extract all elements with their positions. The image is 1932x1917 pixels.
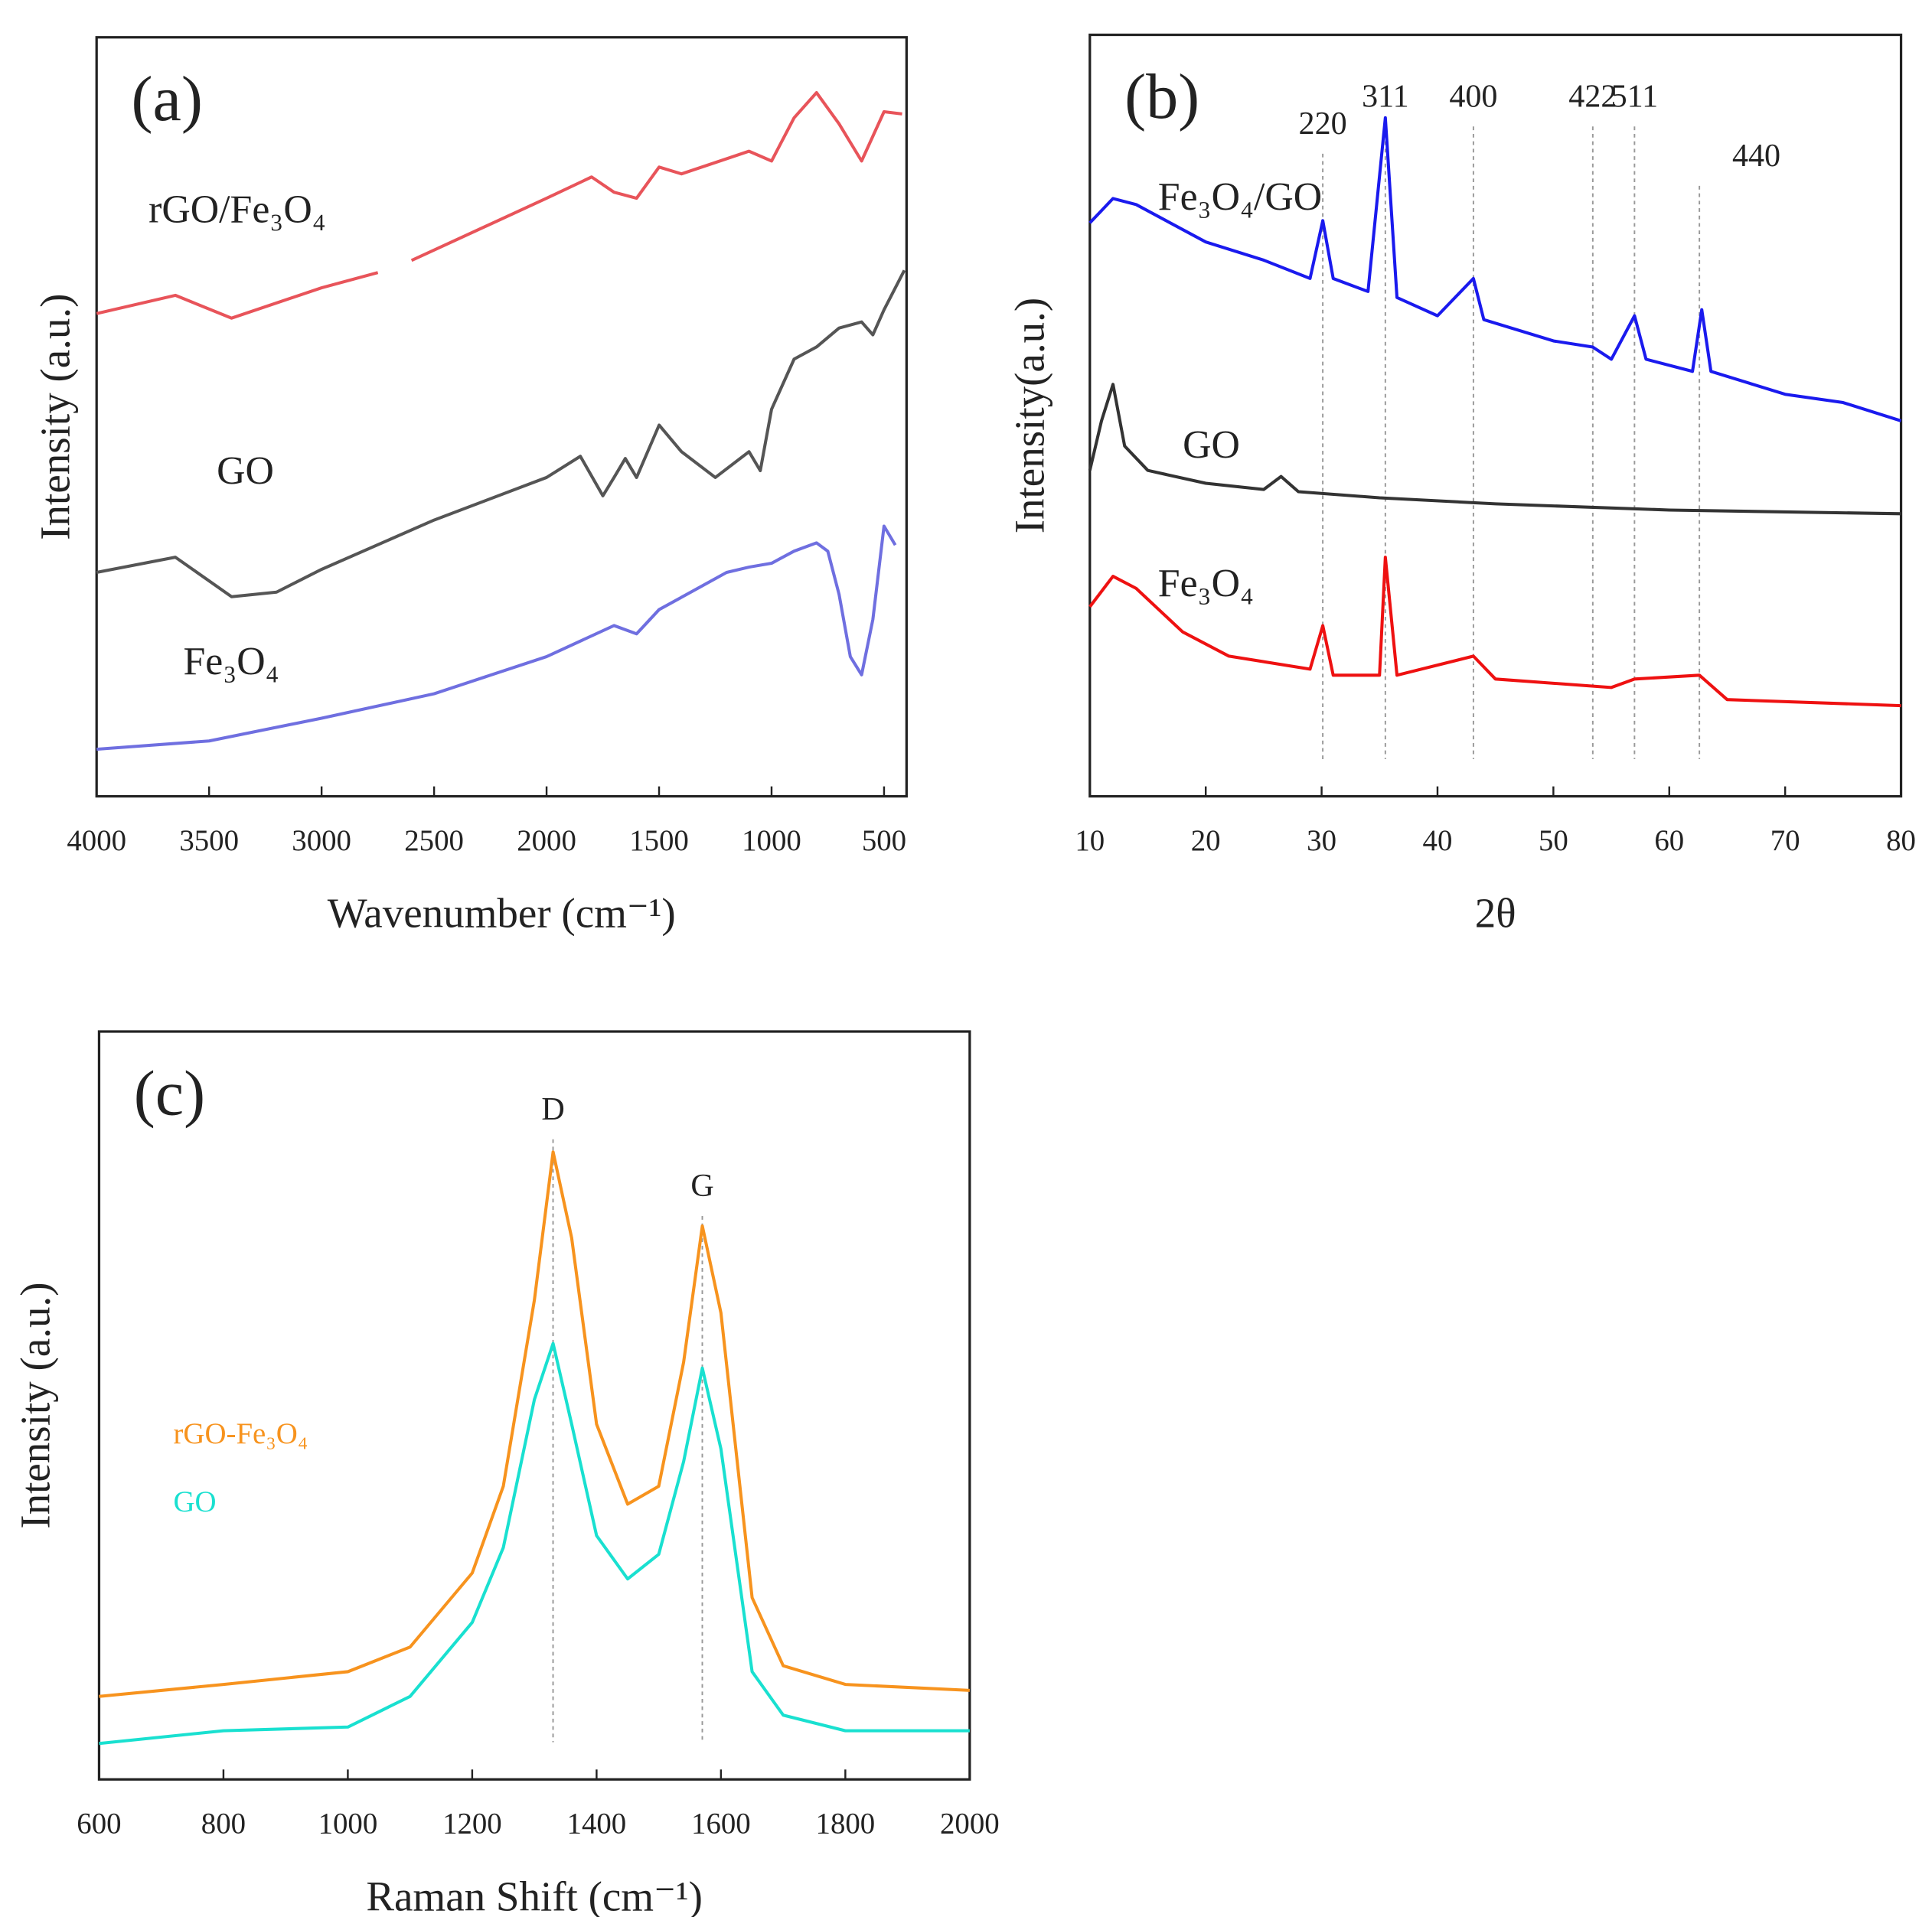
x-tick-label: 20 [1191, 824, 1221, 857]
series-line [1088, 556, 1901, 708]
x-tick-label: 80 [1886, 824, 1916, 857]
series-line [96, 269, 906, 598]
series-line [1088, 116, 1902, 422]
x-tick-label: 800 [201, 1808, 246, 1840]
x-tick-label: 50 [1539, 824, 1568, 857]
series-label: GO [1183, 423, 1240, 467]
plot-frame [1088, 33, 1903, 798]
plot-frame [97, 1030, 971, 1781]
peak-label: 440 [1732, 139, 1780, 174]
peak-label: 400 [1449, 79, 1497, 114]
x-tick-label: 1000 [742, 824, 801, 857]
y-axis-label: Intensity (a.u.) [31, 294, 78, 540]
series-label: rGO-Fe₃O₄ [174, 1417, 308, 1450]
x-tick-label: 30 [1307, 824, 1336, 857]
x-tick-label: 1200 [442, 1808, 502, 1840]
x-tick-label: 1000 [318, 1808, 378, 1840]
x-tick-label: 2000 [940, 1808, 1000, 1840]
x-tick-label: 1800 [816, 1808, 876, 1840]
x-tick-label: 600 [77, 1808, 121, 1840]
series-label: rGO/Fe₃O₄ [148, 187, 326, 231]
series-label: Fe₃O₄ [183, 640, 279, 683]
peak-label: D [541, 1092, 564, 1127]
panel-label: (c) [134, 1058, 205, 1129]
y-axis-label: Intensity(a.u.) [1007, 298, 1053, 534]
series-line [99, 1150, 970, 1698]
panel-label: (b) [1124, 61, 1199, 132]
x-tick-label: 3500 [179, 824, 239, 857]
x-tick-label: 70 [1770, 824, 1800, 857]
x-tick-label: 10 [1075, 824, 1105, 857]
x-tick-label: 4000 [67, 824, 126, 857]
peak-label: 311 [1362, 79, 1409, 114]
x-axis-label: Raman Shift (cm⁻¹) [366, 1873, 703, 1917]
x-tick-label: 500 [862, 824, 906, 857]
series-line [1088, 383, 1901, 516]
x-tick-label: 3000 [292, 824, 351, 857]
x-tick-label: 2500 [404, 824, 464, 857]
series-line [96, 91, 902, 320]
series-label: GO [174, 1485, 217, 1518]
x-tick-label: 2000 [517, 824, 576, 857]
panel-label: (a) [132, 64, 203, 135]
series-label: Fe₃O₄/GO [1158, 175, 1322, 219]
series-label: Fe₃O₄ [1158, 562, 1254, 605]
x-tick-label: 60 [1654, 824, 1684, 857]
peak-label: 422 [1568, 79, 1617, 114]
peak-label: G [690, 1169, 713, 1204]
y-axis-label: Intensity (a.u.) [11, 1282, 58, 1528]
peak-label: 220 [1299, 106, 1347, 142]
plot-frame [95, 36, 908, 798]
series-line [96, 524, 897, 751]
x-tick-label: 1600 [691, 1808, 751, 1840]
x-axis-label: Wavenumber (cm⁻¹) [328, 890, 676, 937]
x-axis-label: 2θ [1475, 890, 1516, 937]
x-tick-label: 1400 [567, 1808, 627, 1840]
x-tick-label: 40 [1423, 824, 1453, 857]
series-label: GO [217, 449, 274, 493]
peak-label: 511 [1611, 79, 1659, 114]
x-tick-label: 1500 [629, 824, 689, 857]
series-line [99, 1342, 970, 1746]
